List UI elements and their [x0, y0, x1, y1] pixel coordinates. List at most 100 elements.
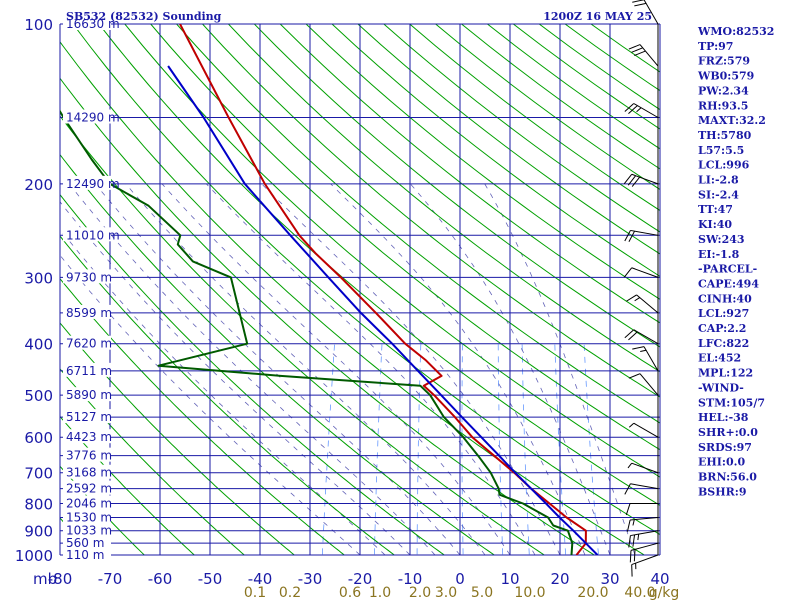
temperature-tick-label: -10 — [398, 570, 423, 588]
wind-barb-flag — [632, 519, 635, 526]
height-label-bg — [63, 16, 111, 30]
wind-barb-flag — [624, 329, 635, 339]
mixing-ratio-line — [554, 343, 567, 555]
wind-barb-flag — [628, 105, 638, 115]
stability-index: MPL:122 — [698, 367, 753, 380]
stability-index: BSHR:9 — [698, 485, 747, 498]
wind-barb-flag — [627, 462, 633, 469]
height-label: 2592 m — [66, 482, 112, 496]
dry-adiabat-line — [279, 24, 660, 324]
height-label-bg — [63, 447, 111, 462]
mixing-ratio-label: 10.0 — [514, 585, 545, 600]
wind-barb — [628, 44, 659, 67]
height-label-bg — [63, 304, 111, 319]
height-labels: 16630 m 14290 m 12490 m 11010 m 9730 m 8599 m… — [63, 16, 120, 562]
pressure-tick-label: 600 — [24, 429, 53, 447]
wind-barb — [632, 346, 659, 372]
dry-adiabat-line — [357, 24, 660, 255]
temperature-tick-label: -40 — [248, 570, 273, 588]
stability-index: LCL:927 — [698, 307, 749, 320]
mixing-ratio-line — [521, 343, 530, 555]
height-label-bg — [63, 480, 111, 495]
wind-barb-flag — [631, 47, 643, 53]
dry-adiabat-line — [60, 77, 596, 555]
wind-barb-shaft — [631, 267, 659, 278]
temperature-tick-label: -70 — [98, 570, 123, 588]
wind-barb-flag — [634, 50, 646, 56]
stability-index: L57:5.5 — [698, 144, 744, 157]
dry-adiabat-line — [305, 24, 660, 300]
pressure-tick-label: 500 — [24, 387, 53, 405]
dry-adiabat-line — [60, 415, 196, 555]
wind-barb-flag — [624, 230, 631, 242]
wind-barb-column — [623, 0, 659, 577]
sounding-title: SB532 (82532) Sounding — [66, 10, 222, 23]
wind-barb-flag — [628, 44, 641, 50]
height-label-bg — [63, 429, 111, 444]
wind-barb-flag — [640, 349, 647, 352]
stability-index: CINH:40 — [698, 292, 752, 305]
mixing-ratio-label: 0.1 — [244, 585, 266, 600]
wind-barb-shaft — [643, 0, 659, 25]
stability-index: EI:-1.8 — [698, 248, 740, 261]
wind-barb-shaft — [630, 530, 659, 537]
sounding-time: 1200Z 16 MAY 25 — [543, 10, 652, 23]
stability-index: PW:2.34 — [698, 84, 749, 97]
stability-index: HEL:-38 — [698, 411, 749, 424]
temperature-tick-label: 30 — [600, 570, 619, 588]
dry-adiabat-line — [150, 24, 660, 451]
wind-barb-shaft — [630, 229, 659, 236]
wind-barb-flag — [632, 346, 645, 350]
height-label-bg — [63, 547, 111, 561]
wind-barb — [631, 554, 659, 577]
stability-index: SI:-2.4 — [698, 188, 739, 201]
height-label-bg — [63, 109, 111, 124]
wind-barb-flag — [626, 294, 637, 302]
height-label-bg — [63, 387, 111, 402]
stability-index: EL:452 — [698, 352, 741, 365]
dry-adiabat-line — [60, 322, 296, 555]
mixing-ratio-line — [373, 343, 383, 555]
wind-barb — [628, 373, 659, 396]
wind-barb-flag — [623, 173, 633, 185]
mixing-ratio-label: 20.0 — [577, 585, 608, 600]
dry-adiabat-line — [124, 24, 660, 478]
wind-barb-flag — [624, 103, 635, 112]
mixing-ratio-label: 0.2 — [279, 585, 301, 600]
moist-adiabat-line — [68, 183, 436, 555]
moist-adiabat-line — [330, 183, 586, 555]
stability-index: WB0:579 — [697, 70, 754, 83]
pressure-tick-label: 1000 — [15, 547, 53, 565]
mixing-ratio-label: 3.0 — [435, 585, 457, 600]
mixing-ratio-label: 2.0 — [409, 585, 431, 600]
sounding-profiles — [60, 24, 599, 555]
stability-index: BRN:56.0 — [698, 471, 757, 484]
dry-adiabat-line — [331, 24, 660, 278]
wind-barb — [626, 517, 659, 532]
dry-adiabat-line — [60, 235, 396, 555]
stability-index: SHR+:0.0 — [698, 426, 758, 439]
wind-barb-flag — [628, 535, 631, 548]
stability-index: WMO:82532 — [697, 25, 774, 38]
stability-index: LFC:822 — [698, 337, 749, 350]
wind-barb-flag — [632, 534, 636, 547]
wind-barb — [624, 483, 659, 495]
mixing-ratio-lines — [321, 343, 599, 555]
wind-barb — [623, 267, 659, 278]
moist-adiabat-line — [60, 254, 361, 555]
pressure-tick-label: 800 — [24, 496, 53, 514]
height-label-bg — [63, 227, 111, 242]
height-label: 3168 m — [66, 466, 112, 480]
height-label-bg — [63, 269, 111, 284]
pressure-tick-label: 900 — [24, 523, 53, 541]
height-label: 14290 m — [66, 111, 120, 125]
height-label-bg — [63, 495, 111, 510]
height-label-bg — [63, 409, 111, 424]
stability-index: TH:5780 — [698, 129, 752, 142]
stability-index: TT:47 — [698, 203, 733, 216]
temperature-tick-label: 40 — [650, 570, 669, 588]
stability-index: TP:97 — [698, 40, 733, 53]
wind-barb-flag — [625, 503, 631, 516]
temperature-tick-label: -80 — [48, 570, 73, 588]
stability-index: LI:-2.8 — [698, 174, 739, 187]
